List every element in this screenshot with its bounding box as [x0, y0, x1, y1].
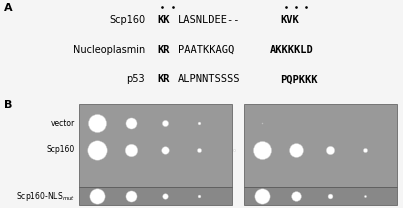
Text: KR: KR [157, 74, 170, 84]
Text: Scp160: Scp160 [109, 15, 145, 25]
Text: KR: KR [157, 45, 170, 55]
Text: A: A [4, 3, 12, 13]
Bar [79, 104, 232, 187]
Text: AKKKKLD: AKKKKLD [270, 45, 314, 55]
Text: KK: KK [157, 15, 170, 25]
Text: B: B [4, 100, 12, 110]
Text: Nucleoplasmin: Nucleoplasmin [73, 45, 145, 55]
Bar [79, 187, 232, 205]
Text: ALPNNTSSSS: ALPNNTSSSS [178, 74, 240, 84]
Text: PAATKKAGQ: PAATKKAGQ [178, 45, 234, 55]
Text: LASNLDEE--: LASNLDEE-- [178, 15, 240, 25]
Text: vector: vector [50, 119, 75, 128]
Bar [244, 187, 397, 205]
Bar [244, 104, 397, 187]
Text: p53: p53 [127, 74, 145, 84]
Text: KVK: KVK [280, 15, 299, 25]
Text: Scp160-NLS$_{mut}$: Scp160-NLS$_{mut}$ [16, 189, 75, 203]
Text: Scp160: Scp160 [46, 145, 75, 154]
Text: PQPKKK: PQPKKK [280, 74, 318, 84]
